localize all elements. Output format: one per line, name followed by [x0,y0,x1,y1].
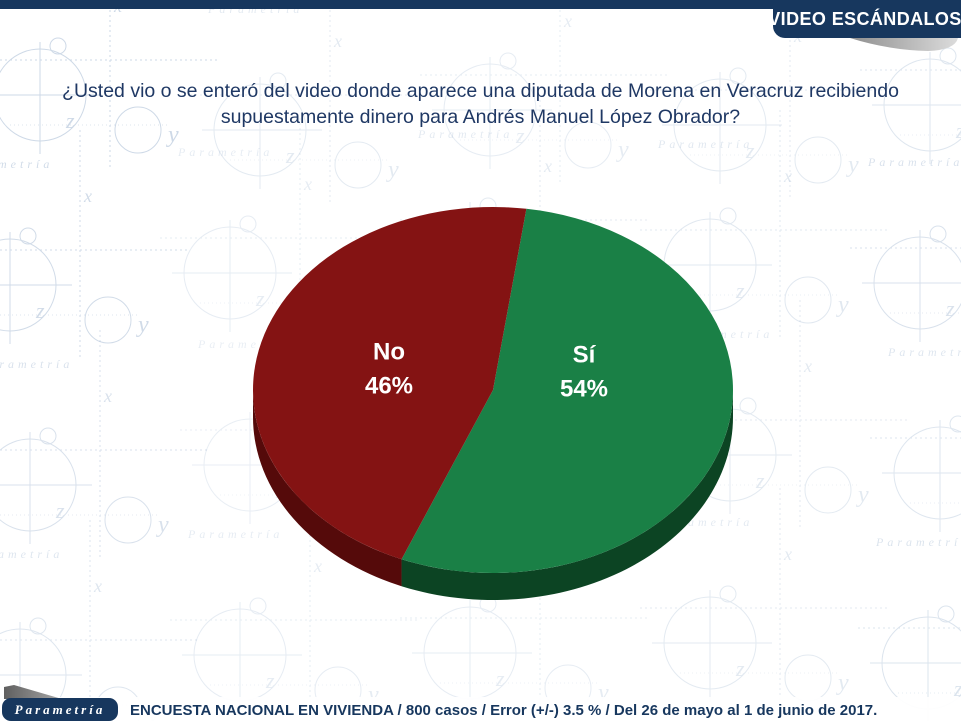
footer-note: ENCUESTA NACIONAL EN VIVIENDA / 800 caso… [130,702,878,719]
pie-slice-side-no [252,390,402,587]
pie-value-no: 46% [365,372,413,399]
page-curl-icon [850,38,958,51]
pie-label-sí: Sí [573,341,597,368]
footer-logo: Parametría [2,698,118,721]
pie-label-no: No [373,338,405,365]
question-title-wrap: ¿Usted vio o se enteró del video donde a… [0,79,961,130]
pie-slice-side-sí [401,390,733,600]
footer-page-curl-icon [4,685,62,699]
footer-strip [0,697,961,721]
header-banner-label: VIDEO ESCÁNDALOS [768,8,961,29]
question-title: ¿Usted vio o se enteró del video donde a… [62,80,899,128]
header-top-bar [0,0,961,9]
pie-slice-sí [401,208,734,573]
pie-slice-no [253,206,527,560]
header-banner: VIDEO ESCÁNDALOS [768,0,961,38]
pie-value-sí: 54% [560,375,608,402]
footer-logo-text: Parametría [14,701,106,717]
